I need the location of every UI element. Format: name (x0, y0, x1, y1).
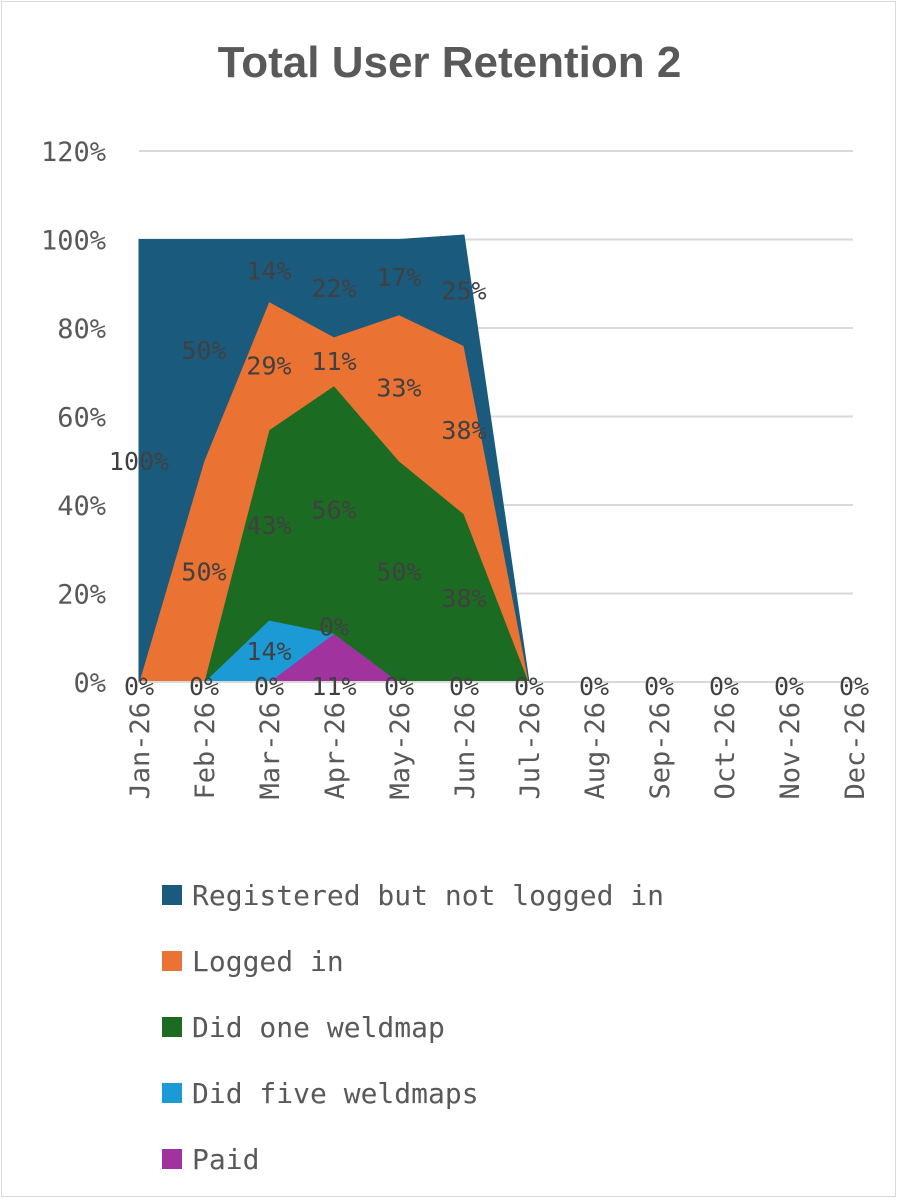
legend-label: Paid (192, 1142, 260, 1176)
x-tick-label: Jul-26 (515, 702, 546, 800)
data-label: 50% (181, 557, 226, 586)
data-label: 29% (246, 352, 291, 381)
x-tick-label: Jan-26 (125, 702, 156, 800)
data-label: 0% (319, 612, 349, 641)
legend-label: Did five weldmaps (192, 1076, 479, 1110)
legend-item: Logged in (162, 928, 664, 994)
data-label: 38% (441, 584, 486, 613)
data-label: 14% (246, 637, 291, 666)
x-tick-label: May-26 (385, 702, 416, 800)
legend-item: Paid (162, 1126, 664, 1192)
data-label: 11% (311, 347, 356, 376)
data-label: 0% (514, 672, 544, 701)
x-tick-label: Feb-26 (190, 702, 221, 800)
data-label: 0% (449, 672, 479, 701)
y-tick-label: 80% (57, 314, 106, 345)
data-label: 38% (441, 416, 486, 445)
data-label: 14% (246, 256, 291, 285)
x-tick-label: Mar-26 (255, 702, 286, 800)
x-tick-label: Apr-26 (320, 702, 351, 800)
data-label: 0% (189, 672, 219, 701)
data-label: 0% (124, 672, 154, 701)
x-tick-label: Sep-26 (645, 702, 676, 800)
legend-label: Logged in (192, 944, 344, 978)
data-label: 17% (376, 263, 421, 292)
chart-legend: Registered but not logged in Logged in Did… (162, 862, 664, 1192)
data-label: 50% (181, 336, 226, 365)
legend-label: Did one weldmap (192, 1010, 445, 1044)
data-label: 0% (709, 672, 739, 701)
legend-swatch (162, 1083, 182, 1103)
data-label: 0% (254, 672, 284, 701)
chart-title: Total User Retention 2 (217, 38, 682, 87)
legend-swatch (162, 951, 182, 971)
x-tick-label: Nov-26 (775, 702, 806, 800)
data-label: 33% (376, 374, 421, 403)
data-label: 25% (441, 276, 486, 305)
legend-item: Did five weldmaps (162, 1060, 664, 1126)
legend-item: Did one weldmap (162, 994, 664, 1060)
legend-swatch (162, 885, 182, 905)
x-tick-label: Dec-26 (840, 702, 871, 800)
data-label: 50% (376, 557, 421, 586)
x-tick-label: Oct-26 (710, 702, 741, 800)
data-label: 0% (774, 672, 804, 701)
legend-swatch (162, 1149, 182, 1169)
data-label: 22% (311, 274, 356, 303)
data-label: 0% (384, 672, 414, 701)
data-label: 56% (311, 495, 356, 524)
y-tick-label: 40% (57, 491, 106, 522)
data-label: 0% (644, 672, 674, 701)
x-tick-label: Jun-26 (450, 702, 481, 800)
y-tick-label: 100% (41, 226, 106, 257)
data-label: 100% (109, 447, 169, 476)
legend-item: Registered but not logged in (162, 862, 664, 928)
legend-label: Registered but not logged in (192, 878, 665, 912)
y-tick-label: 20% (57, 580, 106, 611)
y-tick-label: 0% (73, 668, 106, 699)
legend-swatch (162, 1017, 182, 1037)
data-label: 11% (311, 672, 356, 701)
x-tick-label: Aug-26 (580, 702, 611, 800)
data-label: 43% (246, 511, 291, 540)
chart-plot: 0% 20% 40% 60% 80% 100% 120% 0% 0% 0% 11% 0% 0% 0% 0% 0… (41, 137, 871, 800)
data-label: 0% (839, 672, 869, 701)
y-tick-label: 120% (41, 137, 106, 168)
data-label: 0% (579, 672, 609, 701)
y-tick-label: 60% (57, 403, 106, 434)
